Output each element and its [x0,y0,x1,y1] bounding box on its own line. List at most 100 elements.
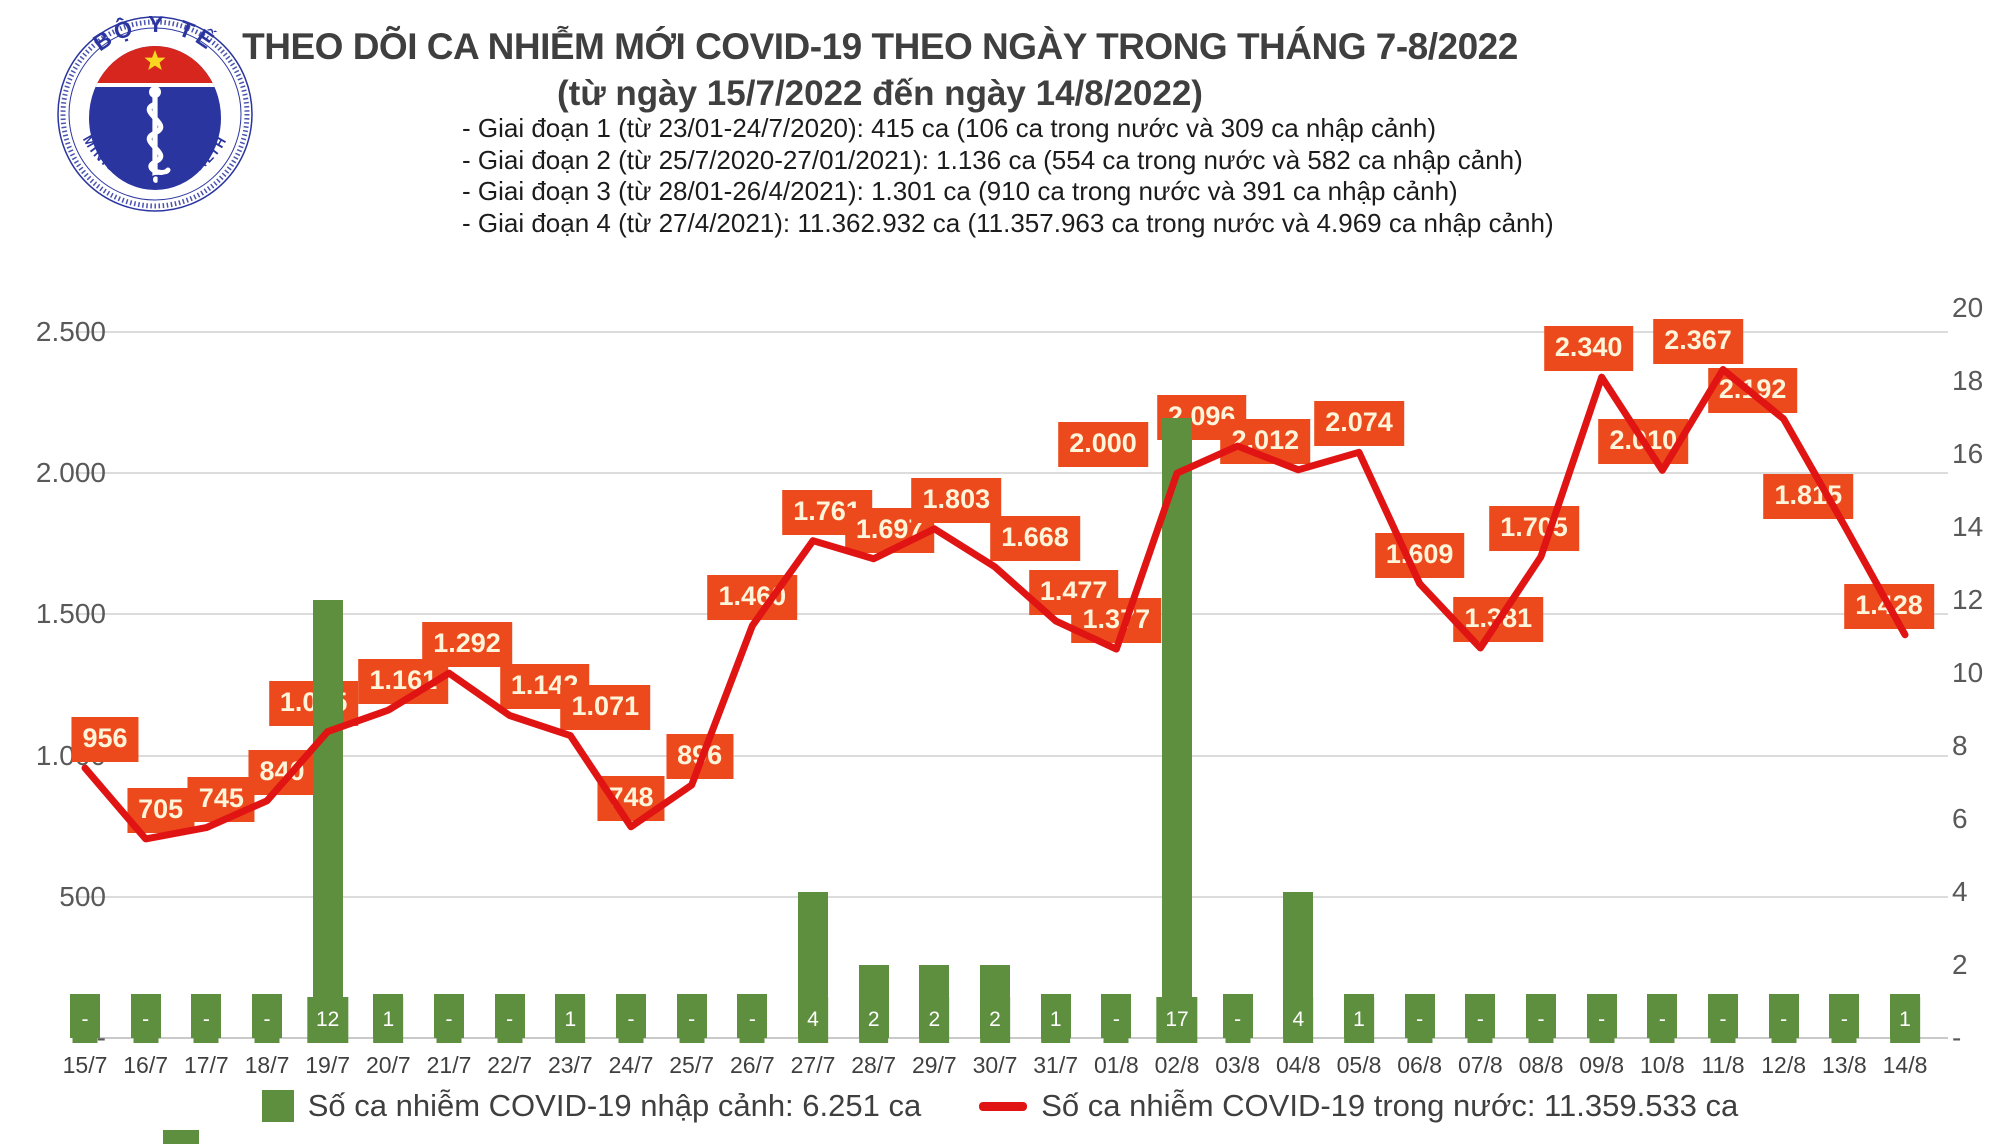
line-point-label: 2.074 [1314,401,1404,447]
bar-label: - [72,997,98,1043]
bar-label: - [1831,997,1857,1043]
grid-line [75,613,1948,616]
clipped-legend-marker [163,1130,199,1144]
right-axis-tick: 2 [1952,949,1968,980]
bar-label: 1 [1040,997,1071,1043]
x-axis-date-label: 09/8 [1579,1052,1625,1078]
right-axis-tick: - [1952,1022,1962,1053]
x-axis-date-label: 29/7 [911,1052,957,1078]
x-axis-date-label: 19/7 [305,1052,351,1078]
x-axis-date-label: 03/8 [1215,1052,1261,1078]
domestic-series-swatch [979,1101,1028,1111]
right-axis-tick: 14 [1952,511,1984,542]
phase-note-3: - Giai đoạn 3 (từ 28/01-26/4/2021): 1.30… [462,176,1458,206]
x-axis-date-label: 23/7 [547,1052,593,1078]
bar-label: 2 [980,997,1010,1043]
bar-label: 2 [858,997,889,1043]
x-axis-date-label: 10/8 [1639,1052,1685,1078]
left-axis-tick: 500 [59,880,106,912]
line-point-label: 2.367 [1653,318,1743,364]
bar-label: 4 [798,997,828,1043]
bar-label: 2 [919,997,950,1043]
bar-label: - [193,997,219,1043]
line-point-label: 840 [248,749,316,795]
bar-label: 1 [1890,997,1920,1043]
x-axis-date-label: 14/8 [1882,1052,1928,1078]
bar [1162,417,1192,1038]
right-axis-tick: 4 [1952,876,1968,907]
line-point-label: 1.609 [1374,532,1465,578]
x-axis-date-label: 31/7 [1033,1052,1079,1078]
bar-label: - [497,997,523,1043]
chart-legend: Số ca nhiễm COVID-19 nhập cảnh: 6.251 ca… [0,1088,2000,1124]
line-point-label: 1.071 [560,684,651,730]
right-axis-tick: 12 [1952,584,1984,615]
legend-item-domestic: Số ca nhiễm COVID-19 trong nước: 11.359.… [979,1088,1738,1124]
bar [312,600,343,1038]
legend-domestic-label: Số ca nhiễm COVID-19 trong nước: 11.359.… [1041,1088,1739,1123]
bar-label: - [1103,997,1129,1043]
right-axis-tick: 10 [1952,657,1984,688]
phase-note-1: - Giai đoạn 1 (từ 23/01-24/7/2020): 415 … [462,113,1437,143]
bar-label: 1 [555,997,586,1043]
bar-label: - [618,997,644,1043]
bar-label: 1 [1344,997,1374,1043]
left-axis-tick: 2.500 [35,316,106,347]
line-point-label: 1.815 [1763,474,1854,520]
bar-label: - [679,997,705,1043]
line-point-label: 2.010 [1598,419,1689,465]
line-point-label: 1.377 [1071,598,1162,644]
x-axis-date-label: 07/8 [1457,1052,1503,1078]
x-axis-date-label: 22/7 [487,1052,533,1078]
line-point-label: 1.803 [911,477,1002,523]
legend-imported-label: Số ca nhiễm COVID-19 nhập cảnh: 6.251 ca [307,1088,922,1123]
line-point-label: 956 [71,717,139,763]
phase-notes: - Giai đoạn 1 (từ 23/01-24/7/2020): 415 … [462,113,1554,239]
line-point-label: 748 [597,775,665,821]
ministry-of-health-logo: BỘ Y TẾ MINISTRY OF HEALTH [55,11,255,212]
logo-emblem-icon: BỘ Y TẾ MINISTRY OF HEALTH [57,11,253,212]
x-axis-date-label: 02/8 [1154,1052,1200,1078]
bar-label: 12 [306,997,349,1043]
bar-label: - [436,997,462,1043]
line-point-label: 2.192 [1707,367,1798,413]
x-axis-date-label: 08/8 [1518,1052,1564,1078]
bar-label: - [1467,997,1493,1043]
line-point-label: 1.428 [1844,583,1934,629]
bar-label: - [1528,997,1554,1043]
x-axis-date-label: 26/7 [729,1052,775,1078]
bar-label: - [1649,997,1675,1043]
bar-label: - [1407,997,1433,1043]
page-title: THEO DÕI CA NHIỄM MỚI COVID-19 THEO NGÀY… [242,26,1518,67]
x-axis-date-label: 17/7 [183,1052,229,1078]
caduceus-icon [146,86,171,184]
x-axis-date-label: 27/7 [790,1052,836,1078]
x-axis-date-label: 18/7 [244,1052,290,1078]
right-axis-tick: 8 [1952,730,1968,761]
x-axis-date-label: 16/7 [123,1052,169,1078]
x-axis-date-label: 28/7 [851,1052,897,1078]
grid-line [75,754,1948,757]
x-axis-date-label: 15/7 [62,1052,108,1078]
bar-label: - [1589,997,1615,1043]
line-point-label: 2.340 [1543,326,1634,372]
bar-label: - [1225,997,1251,1043]
line-point-label: 705 [127,787,195,833]
bar-label: - [133,997,159,1043]
grid-line [75,1037,1948,1039]
line-point-label: 1.460 [707,574,798,620]
x-axis-date-label: 05/8 [1336,1052,1382,1078]
bar-label: - [1710,997,1736,1043]
line-point-label: 1.292 [422,622,512,668]
x-axis-date-label: 25/7 [669,1052,715,1078]
x-axis-date-label: 12/8 [1761,1052,1807,1078]
x-axis-date-label: 30/7 [972,1052,1018,1078]
legend-item-imported: Số ca nhiễm COVID-19 nhập cảnh: 6.251 ca [261,1088,922,1124]
line-point-label: 745 [187,776,255,822]
line-point-label: 1.705 [1489,505,1579,551]
star-icon [144,50,166,70]
x-axis-date-label: 20/7 [365,1052,411,1078]
x-axis-date-label: 13/8 [1821,1052,1867,1078]
line-point-label: 896 [666,733,734,779]
